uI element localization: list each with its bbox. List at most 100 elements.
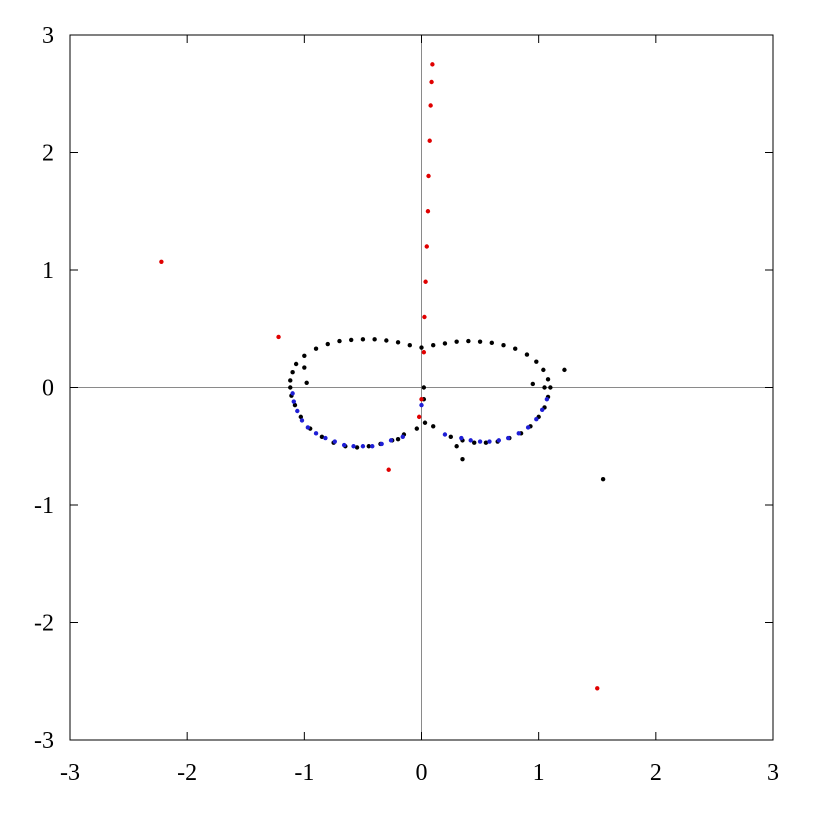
blue-point — [419, 402, 424, 408]
red-point — [419, 397, 424, 402]
black-point — [501, 343, 506, 348]
black-point — [541, 367, 546, 373]
red-point — [430, 62, 435, 67]
black-point — [395, 340, 401, 345]
blue-point — [313, 431, 319, 436]
black-point — [548, 385, 553, 390]
x-tick-label: -3 — [60, 760, 80, 786]
x-tick-label: 2 — [650, 760, 662, 786]
black-point — [421, 385, 427, 390]
blue-point — [459, 435, 464, 441]
y-tick-label: 0 — [42, 376, 54, 402]
blue-point — [496, 438, 502, 443]
x-tick-label: 1 — [533, 760, 545, 786]
blue-point — [477, 439, 483, 444]
black-point — [354, 445, 360, 450]
blue-point — [388, 438, 394, 443]
blue-point — [525, 425, 531, 430]
black-point — [288, 378, 293, 383]
blue-point — [468, 438, 473, 443]
blue-point — [341, 442, 347, 448]
black-point — [298, 414, 304, 420]
black-point — [524, 352, 530, 357]
black-point — [366, 444, 371, 449]
blue-point — [539, 407, 545, 413]
black-point — [422, 420, 428, 425]
black-point — [419, 345, 424, 350]
black-point — [545, 377, 551, 382]
y-tick-label: 1 — [42, 258, 54, 284]
red-point — [416, 414, 422, 420]
red-point — [427, 138, 432, 143]
blue-point — [360, 444, 366, 449]
red-point — [426, 173, 431, 179]
black-point — [313, 346, 319, 351]
black-point — [302, 353, 307, 358]
blue-point — [506, 435, 511, 441]
black-point — [534, 359, 539, 364]
red-point — [595, 686, 600, 691]
blue-point — [516, 431, 521, 436]
red-point — [429, 79, 434, 85]
blue-point — [400, 434, 405, 440]
black-point — [477, 339, 483, 344]
blue-point — [544, 397, 550, 402]
blue-point — [332, 439, 337, 444]
x-tick-label: 3 — [767, 760, 779, 786]
black-point — [530, 381, 536, 387]
plot-frame — [69, 34, 774, 741]
black-point — [513, 346, 518, 351]
black-point — [337, 338, 342, 344]
blue-point — [379, 441, 384, 447]
black-point — [472, 440, 477, 445]
red-point — [276, 334, 281, 340]
blue-series — [290, 391, 550, 449]
red-point — [421, 350, 427, 355]
red-point — [428, 103, 433, 108]
y-tick-label: -2 — [34, 611, 54, 637]
x-tick-label: 0 — [416, 760, 428, 786]
blue-point — [295, 408, 300, 414]
black-point — [290, 370, 295, 375]
black-point — [304, 380, 309, 385]
blue-point — [299, 418, 305, 423]
black-point — [414, 426, 420, 431]
red-point — [386, 467, 391, 472]
blue-point — [442, 432, 448, 437]
black-point — [384, 338, 389, 343]
black-point — [319, 434, 325, 440]
black-point — [460, 456, 465, 462]
blue-point — [370, 444, 375, 449]
red-point — [422, 314, 427, 320]
blue-point — [351, 444, 356, 449]
black-point — [360, 337, 366, 342]
y-tick-label: 2 — [42, 141, 54, 167]
y-tick-label: -3 — [34, 728, 54, 754]
black-point — [466, 338, 471, 344]
red-point — [425, 209, 431, 214]
black-point — [395, 437, 401, 442]
x-tick-label: -2 — [177, 760, 197, 786]
red-point — [423, 279, 428, 284]
black-point — [442, 341, 448, 346]
blue-point — [305, 425, 311, 430]
blue-point — [291, 399, 296, 404]
y-tick-label: 3 — [42, 23, 54, 49]
black-point — [288, 385, 293, 390]
black-point — [349, 337, 354, 343]
tick-labels: -3 -2 -1 0 1 2 3 -3 -2 -1 0 1 2 3 — [34, 23, 779, 786]
black-point — [292, 402, 298, 408]
red-series — [159, 62, 600, 691]
blue-point — [487, 439, 492, 444]
red-point — [159, 259, 164, 264]
x-tick-label: -1 — [294, 760, 314, 786]
y-tick-label: -1 — [34, 493, 54, 519]
black-point — [325, 341, 330, 347]
black-point — [407, 343, 412, 348]
black-point — [372, 337, 377, 342]
blue-point — [534, 417, 539, 422]
black-point — [431, 424, 436, 429]
blue-point — [290, 391, 295, 396]
black-point — [562, 367, 567, 373]
black-point — [302, 365, 307, 370]
